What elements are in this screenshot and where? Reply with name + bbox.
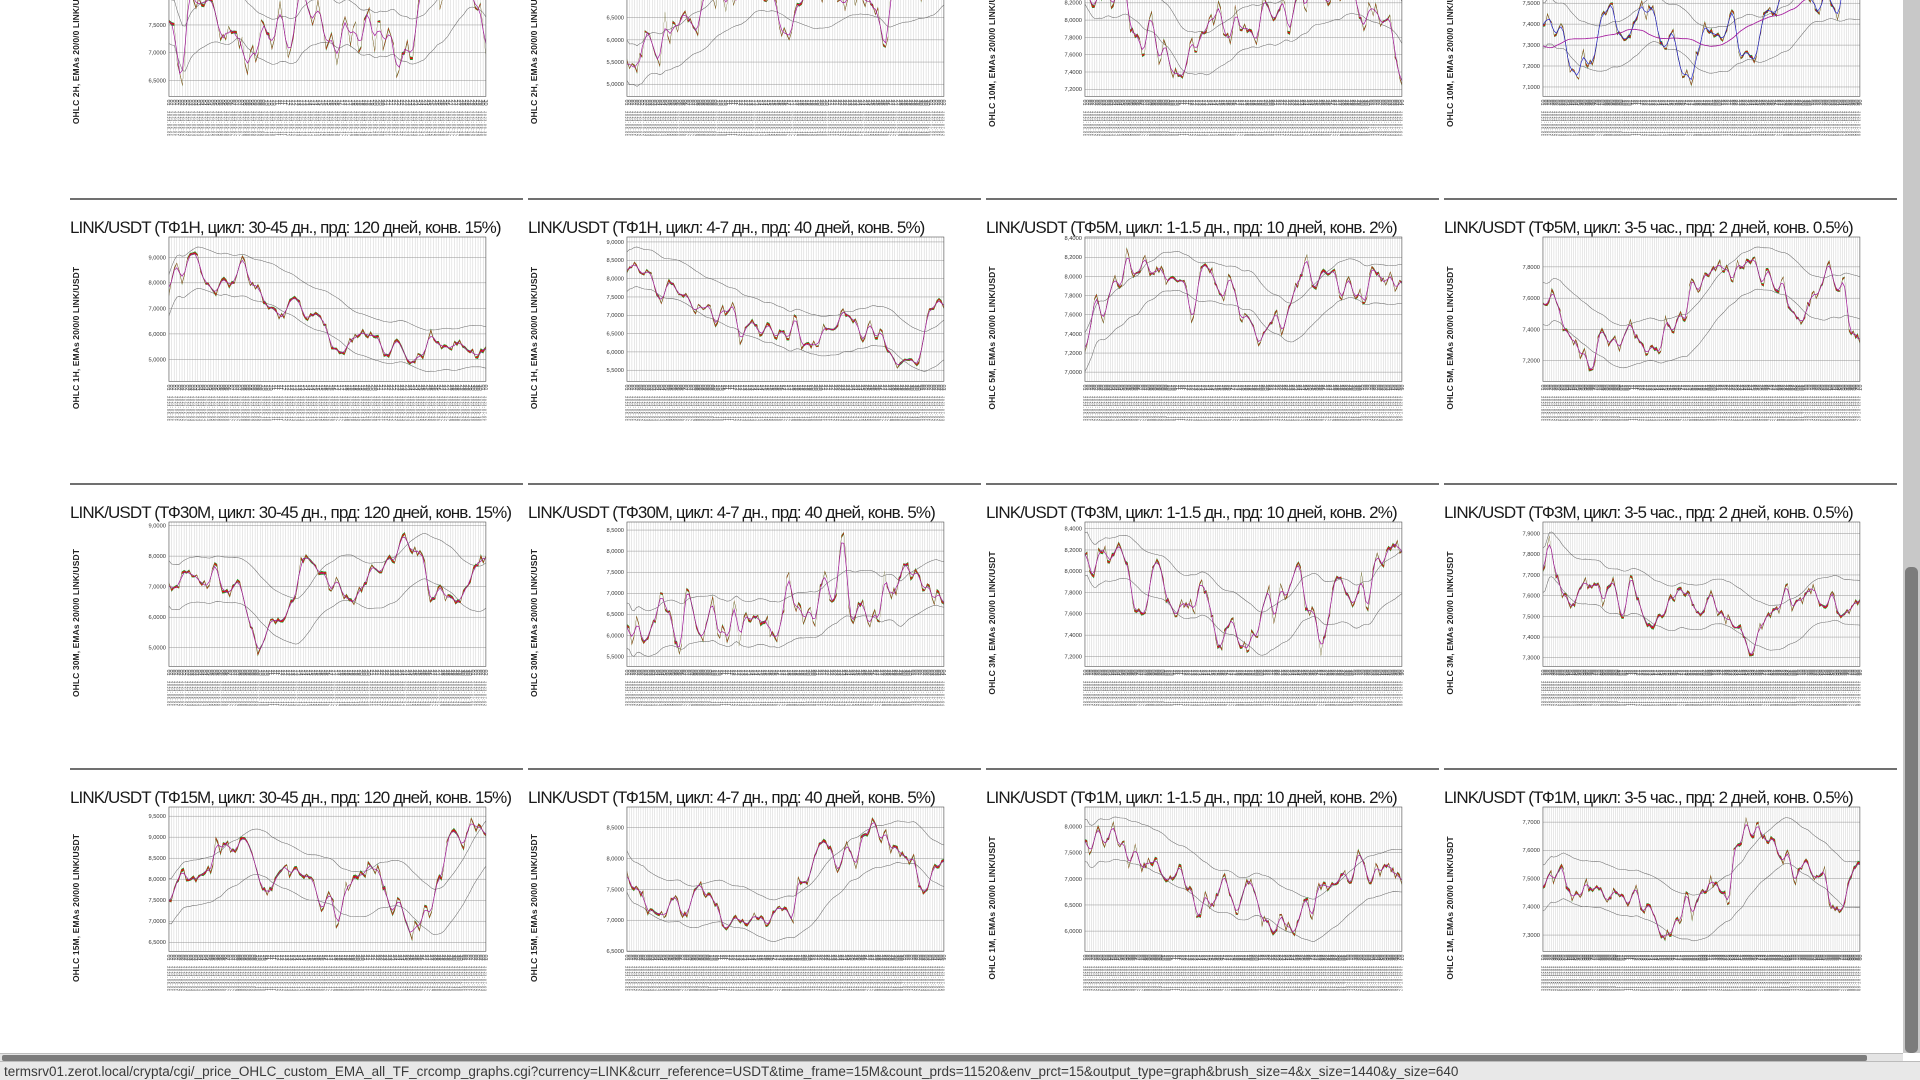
svg-text:02: 02 — [940, 99, 946, 105]
svg-text:8,4000: 8,4000 — [1065, 236, 1082, 242]
svg-text:04: 04 — [940, 669, 946, 675]
svg-text:7,3000: 7,3000 — [1523, 43, 1540, 49]
svg-text:7,0000: 7,0000 — [149, 51, 166, 57]
svg-text:2023-07-04: 2023-07-04 — [941, 681, 945, 706]
svg-text:6,5000: 6,5000 — [149, 78, 166, 84]
svg-text:7,5000: 7,5000 — [149, 23, 166, 29]
svg-text:7,5000: 7,5000 — [1523, 1, 1540, 7]
svg-text:5,0000: 5,0000 — [149, 646, 166, 652]
svg-text:7,2000: 7,2000 — [1523, 64, 1540, 70]
svg-text:5,5000: 5,5000 — [607, 654, 624, 660]
svg-text:7,7000: 7,7000 — [1523, 573, 1540, 579]
svg-text:7,3000: 7,3000 — [1523, 656, 1540, 662]
svg-text:30: 30 — [482, 99, 488, 105]
svg-text:7,5000: 7,5000 — [607, 570, 624, 576]
svg-text:5,0000: 5,0000 — [607, 82, 624, 88]
svg-text:8,0000: 8,0000 — [1065, 569, 1082, 575]
svg-text:03: 03 — [940, 384, 946, 390]
svg-text:7,4000: 7,4000 — [1523, 635, 1540, 641]
svg-text:8,4000: 8,4000 — [1065, 527, 1082, 533]
svg-text:7,4000: 7,4000 — [1523, 327, 1540, 333]
svg-text:9,0000: 9,0000 — [607, 240, 624, 246]
svg-text:8,0000: 8,0000 — [607, 549, 624, 555]
svg-text:7,4000: 7,4000 — [1065, 332, 1082, 338]
svg-text:08: 08 — [1856, 669, 1862, 675]
svg-text:9,0000: 9,0000 — [149, 255, 166, 261]
svg-text:04: 04 — [1398, 99, 1404, 105]
svg-text:2023-07-08: 2023-07-08 — [1857, 681, 1861, 706]
svg-text:2023-06-30: 2023-06-30 — [483, 111, 487, 136]
svg-text:7,0000: 7,0000 — [149, 306, 166, 312]
svg-text:6,0000: 6,0000 — [607, 350, 624, 356]
svg-text:7,0000: 7,0000 — [607, 313, 624, 319]
svg-text:07: 07 — [1856, 384, 1862, 390]
svg-text:01: 01 — [482, 384, 488, 390]
svg-text:7,6000: 7,6000 — [1065, 313, 1082, 319]
svg-text:8,2000: 8,2000 — [1065, 255, 1082, 261]
svg-text:8,0000: 8,0000 — [149, 554, 166, 560]
svg-text:7,2000: 7,2000 — [1523, 359, 1540, 365]
svg-text:5,5000: 5,5000 — [607, 60, 624, 66]
svg-text:7,8000: 7,8000 — [1523, 552, 1540, 558]
svg-text:2023-07-02: 2023-07-02 — [483, 681, 487, 706]
svg-text:7,5000: 7,5000 — [607, 295, 624, 301]
svg-text:05: 05 — [1398, 384, 1404, 390]
svg-text:7,8000: 7,8000 — [1523, 265, 1540, 271]
svg-text:2023-07-07: 2023-07-07 — [1857, 396, 1861, 421]
svg-text:2023-07-02: 2023-07-02 — [941, 111, 945, 136]
svg-text:9,0000: 9,0000 — [149, 524, 166, 530]
svg-text:8,2000: 8,2000 — [1065, 548, 1082, 554]
svg-text:8,0000: 8,0000 — [1065, 18, 1082, 24]
svg-text:6,5000: 6,5000 — [607, 16, 624, 22]
svg-text:2023-07-01: 2023-07-01 — [483, 396, 487, 421]
svg-text:7,4000: 7,4000 — [1065, 70, 1082, 76]
svg-text:06: 06 — [1398, 669, 1404, 675]
svg-text:7,6000: 7,6000 — [1523, 296, 1540, 302]
svg-text:8,0000: 8,0000 — [607, 276, 624, 282]
svg-text:6,0000: 6,0000 — [149, 332, 166, 338]
svg-text:7,0000: 7,0000 — [607, 591, 624, 597]
svg-text:6,0000: 6,0000 — [607, 38, 624, 44]
svg-text:7,6000: 7,6000 — [1065, 53, 1082, 59]
svg-text:06: 06 — [1856, 99, 1862, 105]
svg-text:7,8000: 7,8000 — [1065, 35, 1082, 41]
svg-text:2023-07-05: 2023-07-05 — [1399, 396, 1403, 421]
svg-text:8,5000: 8,5000 — [607, 258, 624, 264]
svg-text:2023-07-04: 2023-07-04 — [1399, 111, 1403, 136]
svg-text:7,5000: 7,5000 — [1523, 614, 1540, 620]
svg-text:8,5000: 8,5000 — [607, 528, 624, 534]
svg-text:7,2000: 7,2000 — [1065, 87, 1082, 93]
svg-text:7,0000: 7,0000 — [149, 585, 166, 591]
svg-text:02: 02 — [482, 669, 488, 675]
svg-text:7,2000: 7,2000 — [1065, 351, 1082, 357]
svg-text:7,8000: 7,8000 — [1065, 293, 1082, 299]
svg-text:6,5000: 6,5000 — [607, 331, 624, 337]
svg-text:7,1000: 7,1000 — [1523, 85, 1540, 91]
svg-text:2023-07-03: 2023-07-03 — [941, 396, 945, 421]
svg-text:7,2000: 7,2000 — [1065, 654, 1082, 660]
svg-text:2023-07-06: 2023-07-06 — [1857, 111, 1861, 136]
svg-text:7,6000: 7,6000 — [1065, 612, 1082, 618]
svg-text:5,5000: 5,5000 — [607, 368, 624, 374]
svg-text:7,4000: 7,4000 — [1523, 22, 1540, 28]
svg-text:7,9000: 7,9000 — [1523, 532, 1540, 538]
svg-text:6,0000: 6,0000 — [607, 633, 624, 639]
svg-text:7,4000: 7,4000 — [1065, 633, 1082, 639]
svg-text:7,0000: 7,0000 — [1065, 370, 1082, 376]
svg-text:7,6000: 7,6000 — [1523, 594, 1540, 600]
svg-text:2023-07-06: 2023-07-06 — [1399, 681, 1403, 706]
svg-text:5,0000: 5,0000 — [149, 357, 166, 363]
svg-text:8,0000: 8,0000 — [149, 281, 166, 287]
svg-text:8,0000: 8,0000 — [149, 0, 166, 1]
svg-text:8,2000: 8,2000 — [1065, 1, 1082, 7]
svg-text:6,5000: 6,5000 — [607, 612, 624, 618]
svg-text:6,0000: 6,0000 — [149, 615, 166, 621]
svg-text:8,0000: 8,0000 — [1065, 274, 1082, 280]
svg-text:7,8000: 7,8000 — [1065, 590, 1082, 596]
